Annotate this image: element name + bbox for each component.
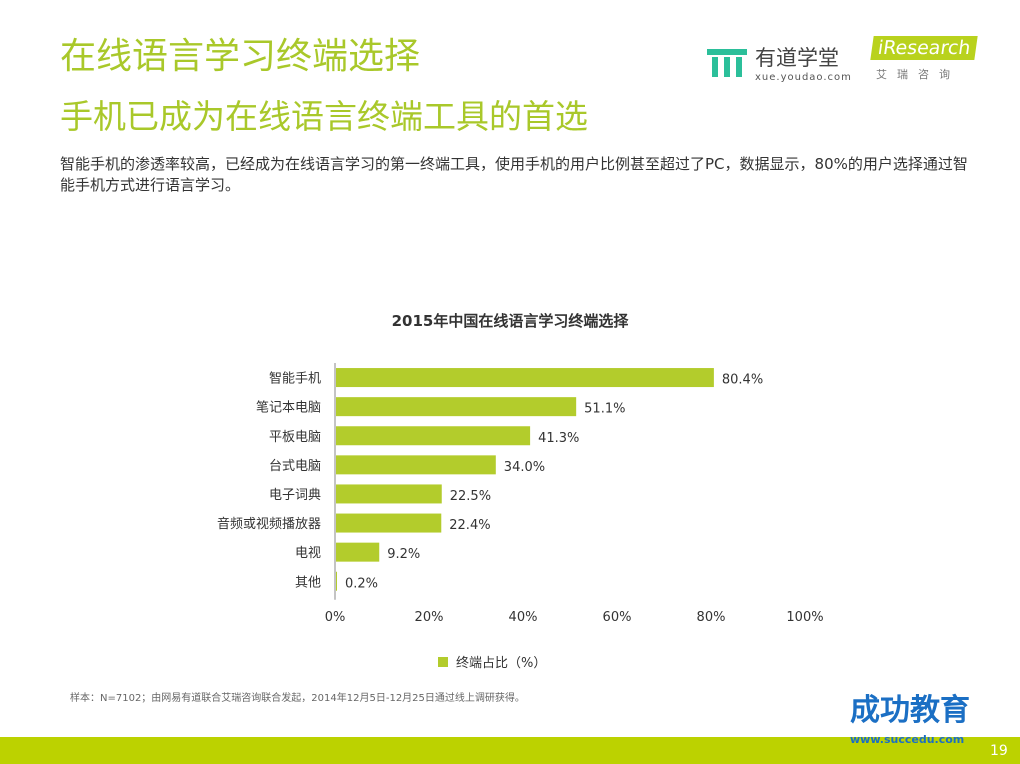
data-label: 41.3%	[538, 431, 579, 446]
data-label: 0.2%	[345, 576, 378, 591]
x-tick-label: 0%	[325, 610, 346, 625]
youdao-logo: 有道学堂 xue.youdao.com	[707, 42, 852, 83]
chart-title: 2015年中国在线语言学习终端选择	[391, 312, 629, 330]
data-label: 80.4%	[722, 373, 763, 388]
x-tick-label: 20%	[415, 610, 444, 625]
page-number: 19	[990, 743, 1008, 759]
category-label: 台式电脑	[269, 459, 321, 474]
category-label: 电子词典	[269, 488, 321, 503]
pillar-icon	[707, 48, 747, 77]
x-tick-label: 40%	[509, 610, 538, 625]
youdao-url: xue.youdao.com	[755, 72, 852, 83]
data-label: 9.2%	[387, 547, 420, 562]
youdao-name: 有道学堂	[755, 46, 839, 70]
category-label: 平板电脑	[269, 430, 321, 445]
bar	[336, 484, 442, 504]
bar	[336, 397, 577, 417]
bar	[336, 542, 380, 562]
footer-bar	[0, 737, 1020, 764]
category-label: 其他	[295, 575, 321, 590]
category-label: 电视	[295, 546, 321, 561]
legend: 终端占比（%）	[438, 652, 546, 671]
x-tick-label: 60%	[603, 610, 632, 625]
category-label: 音频或视频播放器	[217, 516, 321, 532]
source-note: 样本：N=7102；由网易有道联合艾瑞咨询联合发起，2014年12月5日-12月…	[70, 693, 525, 704]
watermark-name: 成功教育	[850, 693, 970, 728]
data-label: 22.5%	[450, 489, 491, 504]
bar	[336, 455, 496, 475]
legend-swatch	[438, 656, 448, 667]
bar	[336, 368, 714, 388]
x-tick-label: 100%	[786, 610, 823, 625]
category-label: 智能手机	[269, 372, 321, 387]
bar	[336, 426, 531, 446]
bar	[336, 513, 442, 533]
bar	[336, 571, 337, 591]
watermark-url: www.succedu.com	[850, 733, 965, 746]
data-label: 34.0%	[504, 460, 545, 475]
iresearch-cn: 艾瑞咨询	[876, 68, 960, 81]
page-subtitle: 手机已成为在线语言终端工具的首选	[60, 97, 588, 136]
description: 智能手机的渗透率较高，已经成为在线语言学习的第一终端工具，使用手机的用户比例甚至…	[60, 155, 968, 194]
category-label: 笔记本电脑	[256, 400, 321, 416]
page-title: 在线语言学习终端选择	[60, 36, 421, 77]
data-label: 51.1%	[584, 402, 625, 417]
iresearch-logo: iResearch 艾瑞咨询	[870, 36, 979, 82]
legend-label: 终端占比（%）	[456, 656, 547, 671]
data-label: 22.4%	[449, 518, 490, 533]
x-tick-label: 80%	[697, 610, 726, 625]
